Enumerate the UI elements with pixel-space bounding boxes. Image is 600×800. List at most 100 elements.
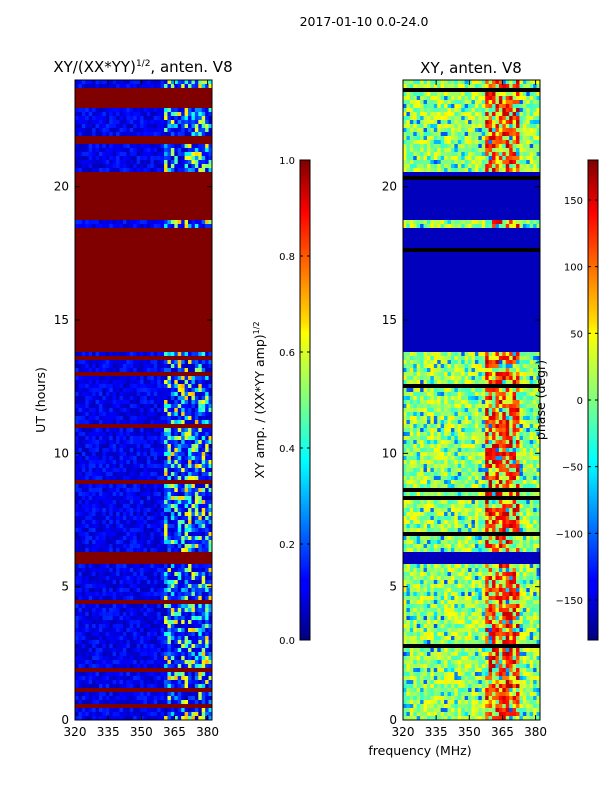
amplitude-cell — [160, 572, 165, 577]
amplitude-cell — [188, 312, 192, 317]
amplitude-cell — [208, 388, 213, 393]
amplitude-cell — [92, 160, 96, 165]
amplitude-cell — [81, 336, 86, 341]
amplitude-cell — [174, 308, 179, 313]
amplitude-cell — [126, 80, 131, 85]
amplitude-cell — [164, 544, 168, 549]
amplitude-cell — [157, 536, 162, 541]
amplitude-cell — [184, 132, 189, 137]
amplitude-cell — [126, 100, 131, 105]
amplitude-cell — [174, 180, 179, 185]
amplitude-cell — [81, 120, 86, 125]
amplitude-cell — [177, 332, 182, 337]
amplitude-cell — [201, 344, 206, 349]
amplitude-cell — [174, 276, 179, 281]
amplitude-cell — [136, 520, 141, 525]
amplitude-cell — [92, 248, 96, 253]
amplitude-cell — [102, 212, 107, 217]
amplitude-cell — [150, 532, 155, 537]
amplitude-cell — [143, 188, 148, 193]
amplitude-cell — [188, 340, 192, 345]
amplitude-cell — [88, 304, 93, 309]
amplitude-cell — [109, 496, 114, 501]
amplitude-cell — [122, 232, 127, 237]
amplitude-cell — [167, 116, 172, 121]
amplitude-cell — [146, 456, 151, 461]
amplitude-cell — [112, 104, 117, 109]
amplitude-cell — [136, 332, 141, 337]
amplitude-cell — [208, 216, 213, 221]
amplitude-cell — [126, 132, 131, 137]
amplitude-cell — [174, 292, 179, 297]
amplitude-cell — [201, 208, 206, 213]
amplitude-cell — [81, 176, 86, 181]
amplitude-cell — [157, 252, 162, 257]
amplitude-cell — [88, 204, 93, 209]
amplitude-cell — [116, 344, 120, 349]
amplitude-cell — [85, 560, 90, 565]
amplitude-cell — [153, 380, 158, 385]
amplitude-cell — [188, 168, 192, 173]
amplitude-cell — [112, 204, 117, 209]
amplitude-cell — [75, 144, 79, 149]
amplitude-cell — [188, 508, 192, 513]
amplitude-cell — [184, 572, 189, 577]
amplitude-cell — [116, 244, 120, 249]
amplitude-cell — [116, 468, 120, 473]
amplitude-cell — [164, 520, 168, 525]
amplitude-cell — [85, 332, 90, 337]
amplitude-cell — [126, 316, 131, 321]
amplitude-cell — [157, 128, 162, 133]
amplitude-cell — [129, 280, 134, 285]
amplitude-cell — [119, 288, 124, 293]
amplitude-cell — [201, 300, 206, 305]
amplitude-cell — [85, 536, 90, 541]
amplitude-cell — [208, 300, 213, 305]
amplitude-cell — [95, 288, 100, 293]
amplitude-cell — [98, 572, 103, 577]
amplitude-cell — [160, 128, 165, 133]
amplitude-cell — [112, 292, 117, 297]
amplitude-cell — [164, 212, 168, 217]
amplitude-cell — [205, 216, 209, 221]
amplitude-cell — [129, 400, 134, 405]
amplitude-cell — [160, 536, 165, 541]
amplitude-cell — [119, 96, 124, 101]
amplitude-cell — [81, 276, 86, 281]
amplitude-cell — [136, 208, 141, 213]
amplitude-cell — [194, 200, 199, 205]
amplitude-cell — [194, 244, 199, 249]
amplitude-cell — [98, 276, 103, 281]
amplitude-cell — [95, 492, 100, 497]
amplitude-cell — [112, 316, 117, 321]
amplitude-cell — [102, 468, 107, 473]
amplitude-cell — [150, 88, 155, 93]
amplitude-cell — [136, 184, 141, 189]
amplitude-cell — [102, 480, 107, 485]
amplitude-cell — [170, 336, 175, 341]
amplitude-cell — [198, 364, 203, 369]
amplitude-cell — [122, 252, 127, 257]
amplitude-cell — [198, 496, 203, 501]
amplitude-cell — [188, 412, 192, 417]
amplitude-cell — [164, 296, 168, 301]
amplitude-cell — [78, 108, 83, 113]
amplitude-cell — [85, 504, 90, 509]
amplitude-cell — [140, 248, 144, 253]
amplitude-cell — [146, 128, 151, 133]
amplitude-cell — [191, 348, 196, 353]
amplitude-cell — [201, 468, 206, 473]
amplitude-cell — [153, 80, 158, 85]
amplitude-cell — [174, 456, 179, 461]
amplitude-cell — [205, 372, 209, 377]
amplitude-cell — [153, 552, 158, 557]
amplitude-cell — [102, 252, 107, 257]
amplitude-cell — [102, 272, 107, 277]
amplitude-cell — [105, 512, 110, 517]
amplitude-cell — [208, 252, 213, 257]
amplitude-cell — [205, 540, 209, 545]
amplitude-cell — [201, 544, 206, 549]
amplitude-cell — [188, 384, 192, 389]
amplitude-cell — [81, 496, 86, 501]
amplitude-cell — [116, 288, 120, 293]
